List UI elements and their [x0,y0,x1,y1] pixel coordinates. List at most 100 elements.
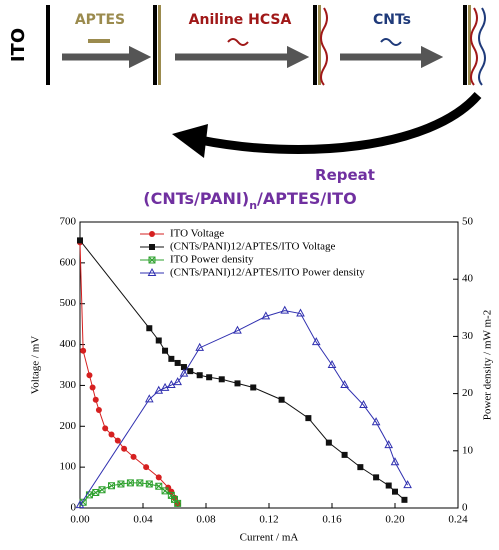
marker [340,379,349,389]
legend-label: ITO Power density [170,254,254,266]
x-tick-label: 0.16 [322,514,342,526]
marker [261,311,271,320]
y2-axis-label: Power density / mW m-2 [482,310,494,420]
marker [305,415,312,422]
marker [168,355,175,362]
marker [155,337,162,344]
marker [359,399,368,409]
marker [149,244,155,250]
pani-icon [227,38,249,46]
step-label: CNTs [373,12,411,28]
marker [167,491,175,499]
marker [296,308,305,317]
marker [311,337,321,346]
x-tick-label: 0.00 [70,514,90,526]
marker [180,364,187,371]
marker [196,372,203,379]
y-tick-label: 500 [60,297,77,309]
pani-layer [320,7,328,86]
marker [136,479,144,487]
plot-frame [79,221,459,509]
marker [206,374,213,381]
series-line [79,240,405,501]
marker [385,482,392,489]
step-label: APTES [75,12,125,28]
x-tick-label: 0.04 [133,514,153,526]
marker [75,500,85,509]
y-tick-label: 300 [60,379,77,391]
marker [195,342,205,351]
marker [234,380,241,387]
marker [325,439,332,446]
aptes-layer [318,5,321,85]
aptes-layer [158,5,161,85]
marker [92,396,99,403]
marker [384,440,394,449]
chart: 0.00 0.04 0.08 0.12 0.16 0.20 0.24010020030040… [30,216,494,544]
y2-tick-label: 30 [462,330,474,342]
marker [86,372,93,379]
marker [145,480,153,488]
marker [401,496,408,503]
y-tick-label: 100 [60,461,77,473]
y2-tick-label: 50 [462,216,474,228]
x-axis-label: Current / mA [240,532,299,544]
marker [371,417,381,426]
substrate-label: ITO [8,28,29,62]
marker [114,437,121,444]
marker [148,256,156,264]
aptes-layer [468,5,471,85]
marker [117,480,125,488]
marker [390,457,400,466]
ito-layer [463,5,467,85]
y-tick-label: 0 [71,502,77,514]
ito-layer [313,5,317,85]
x-tick-label: 0.24 [448,514,468,526]
x-tick-label: 0.08 [196,514,216,526]
marker [95,406,102,413]
diagram: ITO APTES Aniline HCSA CNTs Repeat (CNTs… [8,5,486,212]
x-tick-label: 0.12 [259,514,278,526]
repeat-arrow [199,91,482,154]
marker [130,453,137,460]
marker [154,385,164,394]
marker [233,325,242,334]
marker [174,359,181,366]
marker [174,499,182,507]
marker [108,431,115,438]
y-tick-label: 700 [60,216,77,228]
marker [373,474,380,481]
x-tick-label: 0.20 [385,514,405,526]
marker [392,488,398,495]
marker [102,425,109,432]
cnt-icon [380,38,402,46]
marker [168,488,175,495]
marker [144,394,154,403]
marker [146,325,153,332]
marker [250,384,257,391]
marker [155,474,162,481]
y-axis-label: Voltage / mV [30,336,42,395]
marker [98,486,106,494]
marker [149,231,155,237]
marker [108,482,115,490]
marker [77,237,83,244]
marker [341,451,348,458]
cnt-layer [478,7,486,86]
ito-layer [46,5,50,85]
marker [187,368,194,375]
product-subscript: n [249,199,257,212]
product-label: (CNTs/PANI)n/APTES/ITO [143,189,356,212]
marker [160,382,170,391]
marker [126,479,134,487]
product-part: /APTES/ITO [257,189,357,208]
pani-layer [470,7,478,86]
marker [162,347,169,354]
marker [147,267,157,276]
marker [167,379,176,389]
aptes-icon [88,39,110,43]
y-tick-label: 400 [60,338,77,350]
legend-label: (CNTs/PANI)12/APTES/ITO Voltage [170,241,335,253]
marker [85,491,93,499]
